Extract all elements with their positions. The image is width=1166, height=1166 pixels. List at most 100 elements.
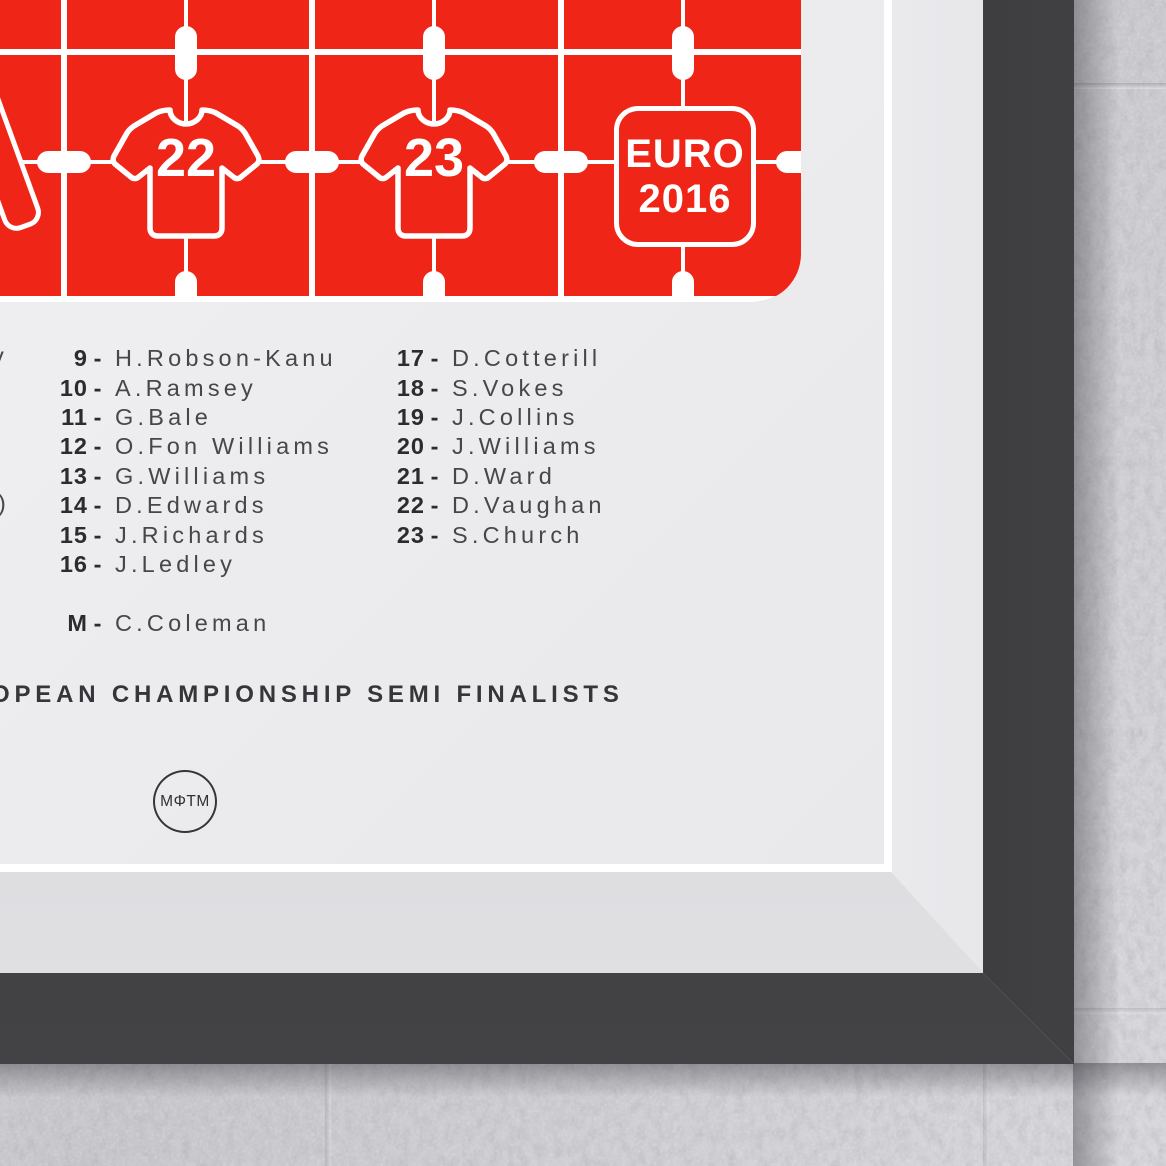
cropped-name-fragment: y: [0, 343, 8, 370]
manager-letter: M: [67, 610, 88, 637]
dash: -: [93, 550, 102, 577]
shirt-icon: 23: [358, 107, 510, 239]
dash: -: [93, 433, 102, 460]
grid-line: [0, 296, 801, 302]
squad-row: 16- J.Ledley: [0, 550, 337, 579]
sprue-connector: [776, 151, 801, 173]
captain-mark-fragment: (c): [0, 490, 10, 517]
player-number: 17: [396, 345, 425, 372]
squad-column-left: 9- H.Robson-Kanu 10- A.Ramsey 11- G.Bale 12…: [0, 344, 337, 579]
mortar-line-top-right: [1073, 83, 1166, 89]
sprue-connector: [175, 271, 197, 302]
dash: -: [430, 345, 439, 372]
squad-row: 15- J.Richards: [0, 520, 337, 549]
poster-print: 22 23 EURO 2016 y (c) 9-H.Robson-Kanu 10…: [0, 0, 884, 864]
sprue-connector: [37, 151, 91, 173]
player-name: D.Edwards: [115, 492, 268, 519]
player-name: J.Ledley: [115, 550, 237, 577]
frame-shadow-bottom: [0, 1063, 1166, 1097]
dash: -: [430, 403, 439, 430]
player-number: 13: [59, 462, 88, 489]
euro-2016-badge: EURO 2016: [614, 106, 756, 247]
squad-row: 18- S.Vokes: [330, 373, 606, 402]
squad-row: 13- G.Williams: [0, 462, 337, 491]
frame-shadow-right: [1073, 0, 1119, 1166]
player-name: J.Collins: [452, 403, 579, 430]
poster-caption: OPEAN CHAMPIONSHIP SEMI FINALISTS: [0, 681, 624, 708]
badge-line2: 2016: [638, 176, 732, 221]
player-name: S.Vokes: [452, 374, 568, 401]
squad-row: 14- D.Edwards: [0, 491, 337, 520]
dash: -: [430, 492, 439, 519]
mount-highlight-bottom: [0, 863, 891, 872]
dash: -: [93, 403, 102, 430]
dash: -: [93, 462, 102, 489]
grid-line: [0, 49, 801, 55]
manager-name: C.Coleman: [115, 610, 271, 637]
sprue-connector: [423, 271, 445, 302]
player-number: 21: [396, 462, 425, 489]
player-number: 22: [396, 492, 425, 519]
sprue-connector: [423, 26, 445, 80]
dash: -: [430, 433, 439, 460]
squad-row: 23- S.Church: [330, 520, 606, 549]
manager-row-container: M - C.Coleman: [0, 609, 270, 638]
player-name: H.Robson-Kanu: [115, 345, 337, 372]
dash: -: [430, 462, 439, 489]
squad-column-right: 17- D.Cotterill 18- S.Vokes 19- J.Collins 2…: [330, 344, 606, 550]
player-number: 18: [396, 374, 425, 401]
player-name: D.Cotterill: [452, 345, 602, 372]
sprue-connector: [175, 26, 197, 80]
player-name: G.Williams: [115, 462, 270, 489]
shirt-number: 22: [156, 128, 216, 188]
shirt-number: 23: [404, 128, 464, 188]
player-number: 23: [396, 521, 425, 548]
mount-highlight-right: [883, 0, 892, 872]
player-number: 20: [396, 433, 425, 460]
mortar-line-bottom-right: [983, 1063, 989, 1166]
squad-row: 12- O.Fon Williams: [0, 432, 337, 461]
squad-row: 10- A.Ramsey: [0, 373, 337, 402]
player-number: 10: [59, 374, 88, 401]
player-name: A.Ramsey: [115, 374, 257, 401]
dash: -: [93, 374, 102, 401]
squad-row: 22- D.Vaughan: [330, 491, 606, 520]
player-number: 14: [59, 492, 88, 519]
mortar-line-mid-right: [1073, 1008, 1166, 1014]
manager-row: M - C.Coleman: [0, 609, 270, 638]
player-number: 15: [59, 521, 88, 548]
player-name: O.Fon Williams: [115, 433, 334, 460]
motm-logo: MΦTM: [153, 770, 217, 833]
dash: -: [430, 521, 439, 548]
player-name: G.Bale: [115, 403, 213, 430]
sprue-connector: [285, 151, 339, 173]
player-name: D.Ward: [452, 462, 556, 489]
dash: -: [93, 610, 102, 637]
dash: -: [93, 521, 102, 548]
player-number: 9: [73, 345, 88, 372]
player-number: 16: [59, 550, 88, 577]
squad-row: 21- D.Ward: [330, 462, 606, 491]
dash: -: [430, 374, 439, 401]
dash: -: [93, 345, 102, 372]
sprue-panel: 22 23 EURO 2016: [0, 0, 801, 302]
player-name: J.Williams: [452, 433, 600, 460]
squad-row: 19- J.Collins: [330, 403, 606, 432]
badge-line1: EURO: [625, 131, 745, 176]
player-number: 11: [61, 403, 88, 430]
sprue-part-partial: [0, 70, 46, 236]
player-number: 19: [396, 403, 425, 430]
sprue-connector: [534, 151, 588, 173]
sprue-connector: [672, 26, 694, 80]
mortar-line-bottom-left: [325, 1063, 331, 1166]
motm-logo-text: MΦTM: [160, 792, 210, 810]
squad-row: 17- D.Cotterill: [330, 344, 606, 373]
squad-row: 11- G.Bale: [0, 403, 337, 432]
squad-row: 9- H.Robson-Kanu: [0, 344, 337, 373]
sprue-connector: [672, 271, 694, 302]
